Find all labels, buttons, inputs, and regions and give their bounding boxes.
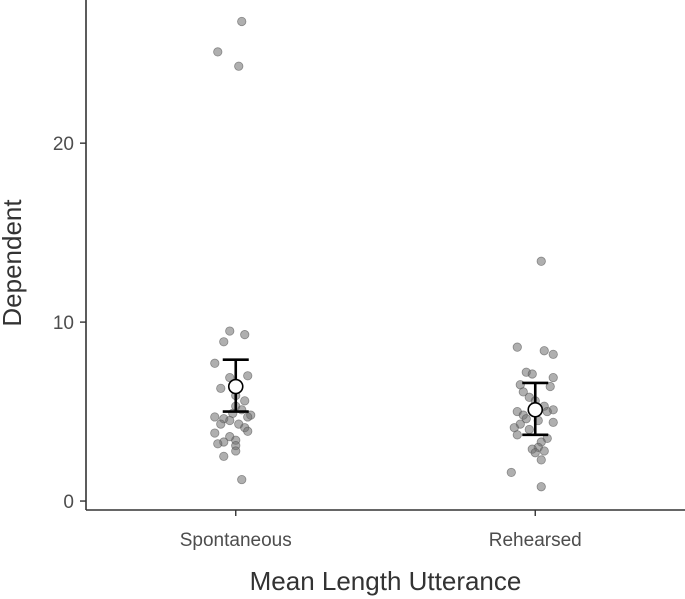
x-ticks: Spontaneous Rehearsed <box>180 510 582 551</box>
data-point <box>530 448 540 458</box>
data-point <box>536 455 546 465</box>
data-point <box>545 381 555 392</box>
data-point <box>216 383 226 393</box>
x-axis-title: Mean Length Utterance <box>250 566 522 596</box>
data-point <box>213 47 223 57</box>
data-point <box>210 412 220 422</box>
y-ticks: 0 10 20 <box>53 134 86 513</box>
data-point <box>548 349 558 359</box>
data-point <box>548 417 558 427</box>
data-point <box>210 358 220 368</box>
data-point <box>213 439 223 449</box>
data-point <box>527 369 537 379</box>
mean-marker <box>527 401 544 418</box>
data-point <box>539 446 549 456</box>
x-tick-label: Rehearsed <box>489 530 582 551</box>
axes-layer <box>85 0 685 511</box>
data-point <box>234 61 244 71</box>
points-layer <box>210 16 558 492</box>
mean-marker <box>227 378 244 395</box>
y-tick-label: 10 <box>53 313 74 334</box>
data-point <box>542 406 552 417</box>
data-point <box>225 326 235 336</box>
data-point <box>548 372 558 383</box>
data-point <box>243 412 253 422</box>
data-point <box>518 387 528 397</box>
data-point <box>506 467 516 478</box>
y-tick-label: 20 <box>53 134 74 155</box>
data-point <box>539 346 549 356</box>
data-point <box>237 16 247 27</box>
data-point <box>536 482 546 492</box>
data-point <box>524 424 534 435</box>
data-point <box>240 396 250 406</box>
y-tick-label: 0 <box>63 492 74 513</box>
x-tick-label: Spontaneous <box>180 530 292 551</box>
data-point <box>219 337 229 347</box>
summary-layer <box>222 358 549 437</box>
data-point <box>237 474 247 485</box>
data-point <box>225 415 235 426</box>
data-point <box>512 430 522 440</box>
y-axis-title: Dependent <box>0 199 27 327</box>
data-point <box>536 256 546 266</box>
data-point <box>521 414 531 424</box>
data-point <box>210 428 220 438</box>
data-point <box>231 446 241 456</box>
data-point <box>216 419 226 429</box>
data-point <box>243 426 253 436</box>
data-point <box>240 330 250 340</box>
data-point <box>512 342 522 352</box>
data-point <box>243 371 253 381</box>
data-point <box>219 451 229 461</box>
